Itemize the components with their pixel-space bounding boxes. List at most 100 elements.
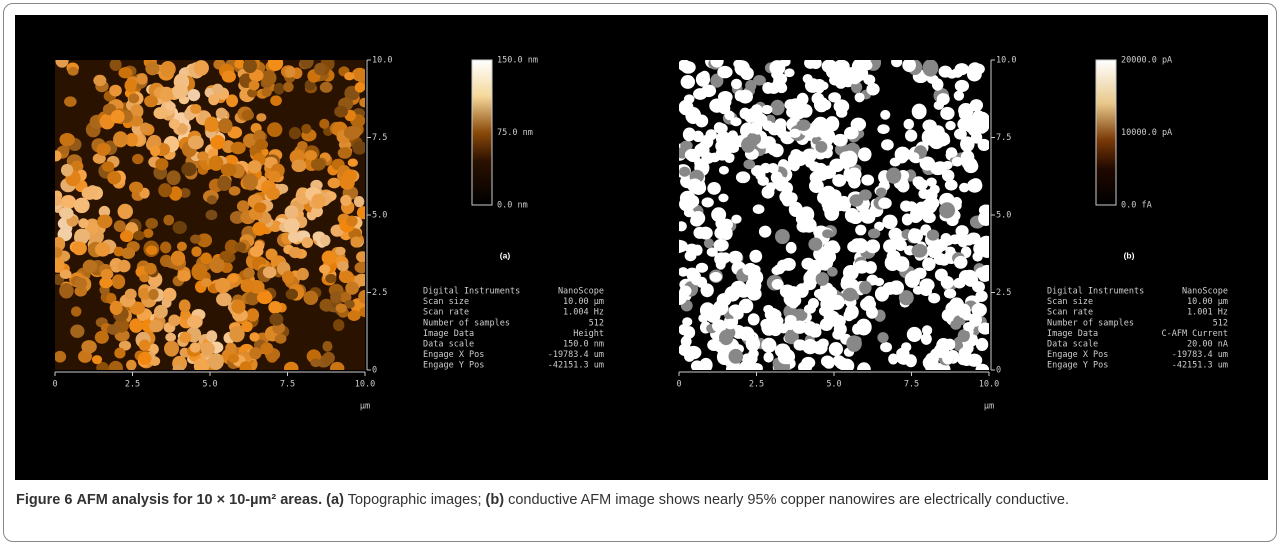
grain xyxy=(64,96,77,106)
grain xyxy=(241,279,255,293)
grain xyxy=(275,334,287,344)
grain xyxy=(922,129,937,145)
grain xyxy=(93,75,106,86)
grain xyxy=(970,99,983,111)
grain xyxy=(145,218,158,229)
grain xyxy=(959,270,973,283)
grain xyxy=(841,276,854,286)
grain xyxy=(954,256,968,269)
grain xyxy=(789,160,800,171)
grain xyxy=(78,218,89,228)
caption: Figure 6 AFM analysis for 10 × 10-µm² ar… xyxy=(16,490,1268,511)
x-tick-label: 10.0 xyxy=(979,380,999,390)
grain xyxy=(741,137,755,153)
grain xyxy=(880,342,892,352)
grain xyxy=(252,222,266,236)
grain xyxy=(688,195,699,207)
grain xyxy=(75,278,87,290)
grain xyxy=(818,338,829,348)
info-key: Digital Instruments xyxy=(423,287,520,297)
grain xyxy=(775,229,790,244)
grain xyxy=(908,229,923,244)
grain xyxy=(346,216,358,227)
grain xyxy=(855,225,866,236)
grain xyxy=(154,305,168,319)
grain xyxy=(304,150,317,160)
caption-title: AFM analysis for 10 × 10-µm² areas. xyxy=(76,492,322,508)
grain xyxy=(904,119,915,130)
grain xyxy=(249,347,261,359)
grain xyxy=(702,303,715,316)
grain xyxy=(717,66,732,78)
grain xyxy=(691,211,706,225)
grain xyxy=(731,79,742,89)
grain xyxy=(955,80,969,92)
grain xyxy=(218,118,232,133)
grain xyxy=(179,299,191,312)
grain xyxy=(685,244,698,255)
grain xyxy=(208,94,219,105)
grain xyxy=(95,243,110,257)
grain xyxy=(257,291,273,304)
grain xyxy=(208,353,224,370)
grain xyxy=(820,318,833,331)
grain xyxy=(179,332,191,344)
grain xyxy=(146,245,158,255)
grain xyxy=(222,71,236,83)
grain xyxy=(877,287,888,297)
info-value: NanoScope xyxy=(558,287,604,297)
colorbar xyxy=(472,60,492,205)
grain xyxy=(910,207,924,222)
grain xyxy=(334,106,348,118)
grain xyxy=(814,118,827,129)
grain xyxy=(145,62,159,75)
grain xyxy=(743,159,755,169)
y-tick-label: 5.0 xyxy=(372,211,387,221)
grain xyxy=(260,342,273,355)
grain xyxy=(946,147,957,158)
grain xyxy=(107,171,121,184)
grain xyxy=(269,313,283,326)
grain xyxy=(907,327,922,342)
grain xyxy=(935,132,950,147)
y-tick-label: 10.0 xyxy=(996,56,1016,66)
grain xyxy=(844,127,859,140)
grain xyxy=(60,269,72,279)
grain xyxy=(685,149,699,161)
grain xyxy=(129,182,143,194)
grain xyxy=(882,215,897,229)
grain xyxy=(150,145,160,156)
grain xyxy=(834,323,847,336)
grain xyxy=(190,235,201,244)
grain xyxy=(753,204,765,214)
grain xyxy=(922,199,938,214)
x-unit: µm xyxy=(360,402,370,412)
grain xyxy=(325,274,336,283)
grain xyxy=(207,195,217,204)
y-tick-label: 7.5 xyxy=(996,133,1011,143)
colorbar-label: 10000.0 pA xyxy=(1121,128,1172,138)
grain xyxy=(301,124,311,134)
grain xyxy=(936,338,951,352)
grain xyxy=(955,225,968,237)
grain xyxy=(139,340,151,352)
grain xyxy=(292,159,307,172)
grain xyxy=(804,304,816,314)
grain xyxy=(786,242,797,254)
info-key: Engage X Pos xyxy=(1047,350,1108,360)
grain xyxy=(171,251,185,266)
grain xyxy=(301,237,313,248)
grain xyxy=(808,238,822,251)
grain xyxy=(288,231,300,242)
x-tick-label: 2.5 xyxy=(749,380,764,390)
grain xyxy=(99,143,111,154)
info-key: Scan rate xyxy=(1047,308,1093,318)
y-tick-label: 2.5 xyxy=(372,288,387,298)
grain xyxy=(918,189,929,199)
grain xyxy=(114,348,125,359)
y-tick-label: 2.5 xyxy=(996,288,1011,298)
info-value: 10.00 µm xyxy=(1187,297,1228,307)
grain xyxy=(234,59,245,69)
grain xyxy=(858,147,872,161)
grain xyxy=(794,339,807,350)
